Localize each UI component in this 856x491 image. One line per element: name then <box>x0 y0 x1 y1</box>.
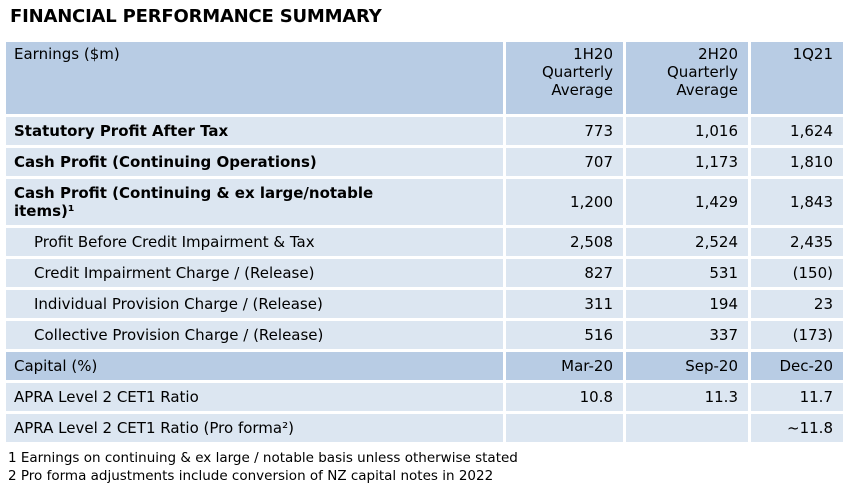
capital-header-col-dec20: Dec-20 <box>751 352 843 380</box>
capital-header-row: Capital (%) Mar-20 Sep-20 Dec-20 <box>6 352 843 380</box>
row-apra-cet1-ratio: APRA Level 2 CET1 Ratio 10.8 11.3 11.7 <box>6 383 843 411</box>
row-cash-profit-ex-notable: Cash Profit (Continuing & ex large/notab… <box>6 179 843 225</box>
row-label-cell: Cash Profit (Continuing Operations) <box>6 148 503 176</box>
row-profit-before-impairment: Profit Before Credit Impairment & Tax 2,… <box>6 228 843 256</box>
row-collective-provision: Collective Provision Charge / (Release) … <box>6 321 843 349</box>
earnings-header-col-1h20: 1H20 Quarterly Average <box>506 42 623 114</box>
row-individual-provision: Individual Provision Charge / (Release) … <box>6 290 843 318</box>
value-cell: 773 <box>506 117 623 145</box>
value-cell <box>626 414 748 442</box>
value-cell: 1,173 <box>626 148 748 176</box>
value-cell: 2,435 <box>751 228 843 256</box>
row-label-cell: APRA Level 2 CET1 Ratio (Pro forma²) <box>6 414 503 442</box>
value-cell: 23 <box>751 290 843 318</box>
row-label-cell: Credit Impairment Charge / (Release) <box>6 259 503 287</box>
value-cell: 311 <box>506 290 623 318</box>
value-cell: 1,624 <box>751 117 843 145</box>
value-cell: 194 <box>626 290 748 318</box>
value-cell: 516 <box>506 321 623 349</box>
value-cell: 2,524 <box>626 228 748 256</box>
earnings-header-col-2h20: 2H20 Quarterly Average <box>626 42 748 114</box>
earnings-header-row: Earnings ($m) 1H20 Quarterly Average 2H2… <box>6 42 843 114</box>
row-cash-profit-continuing: Cash Profit (Continuing Operations) 707 … <box>6 148 843 176</box>
row-credit-impairment-charge: Credit Impairment Charge / (Release) 827… <box>6 259 843 287</box>
earnings-header-label: Earnings ($m) <box>6 42 503 114</box>
capital-header-col-sep20: Sep-20 <box>626 352 748 380</box>
footnotes: 1 Earnings on continuing & ex large / no… <box>8 449 856 485</box>
value-cell: 1,200 <box>506 179 623 225</box>
value-cell: 1,016 <box>626 117 748 145</box>
value-cell: 337 <box>626 321 748 349</box>
capital-header-label: Capital (%) <box>6 352 503 380</box>
value-cell: (173) <box>751 321 843 349</box>
value-cell: (150) <box>751 259 843 287</box>
capital-header-col-mar20: Mar-20 <box>506 352 623 380</box>
row-statutory-profit: Statutory Profit After Tax 773 1,016 1,6… <box>6 117 843 145</box>
page-title: FINANCIAL PERFORMANCE SUMMARY <box>10 6 382 27</box>
row-label-cell: Statutory Profit After Tax <box>6 117 503 145</box>
value-cell: 1,810 <box>751 148 843 176</box>
value-cell: 827 <box>506 259 623 287</box>
value-cell: 531 <box>626 259 748 287</box>
row-label-cell: Collective Provision Charge / (Release) <box>6 321 503 349</box>
financial-summary-table: Earnings ($m) 1H20 Quarterly Average 2H2… <box>3 39 846 445</box>
value-cell: 11.3 <box>626 383 748 411</box>
row-label-cell: APRA Level 2 CET1 Ratio <box>6 383 503 411</box>
row-apra-cet1-ratio-proforma: APRA Level 2 CET1 Ratio (Pro forma²) ~11… <box>6 414 843 442</box>
earnings-header-col-1q21: 1Q21 <box>751 42 843 114</box>
value-cell: 707 <box>506 148 623 176</box>
value-cell: 1,843 <box>751 179 843 225</box>
row-label-cell: Cash Profit (Continuing & ex large/notab… <box>6 179 503 225</box>
row-label-cell: Profit Before Credit Impairment & Tax <box>6 228 503 256</box>
value-cell: 11.7 <box>751 383 843 411</box>
row-label-cell: Individual Provision Charge / (Release) <box>6 290 503 318</box>
value-cell: 1,429 <box>626 179 748 225</box>
value-cell <box>506 414 623 442</box>
footnote-1: 1 Earnings on continuing & ex large / no… <box>8 450 518 466</box>
value-cell: ~11.8 <box>751 414 843 442</box>
footnote-2: 2 Pro forma adjustments include conversi… <box>8 468 494 484</box>
value-cell: 10.8 <box>506 383 623 411</box>
value-cell: 2,508 <box>506 228 623 256</box>
